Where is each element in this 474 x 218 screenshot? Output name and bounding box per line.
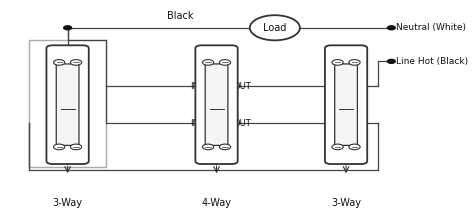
Text: Load: Load xyxy=(263,23,286,33)
Circle shape xyxy=(388,59,395,63)
Circle shape xyxy=(64,26,72,30)
Circle shape xyxy=(332,144,343,150)
Circle shape xyxy=(332,60,343,65)
Circle shape xyxy=(219,60,231,65)
FancyBboxPatch shape xyxy=(335,64,357,145)
FancyBboxPatch shape xyxy=(56,64,79,145)
Text: IN: IN xyxy=(191,119,199,128)
Circle shape xyxy=(219,144,231,150)
FancyBboxPatch shape xyxy=(46,45,89,164)
Text: 3-Way: 3-Way xyxy=(53,198,82,208)
Text: 4-Way: 4-Way xyxy=(201,198,232,208)
Text: 3-Way: 3-Way xyxy=(331,198,361,208)
Text: Neutral (White): Neutral (White) xyxy=(396,23,466,32)
Circle shape xyxy=(54,144,65,150)
Circle shape xyxy=(202,144,214,150)
FancyBboxPatch shape xyxy=(205,64,228,145)
Text: IN: IN xyxy=(191,82,199,91)
Circle shape xyxy=(71,60,82,65)
Circle shape xyxy=(349,60,360,65)
Circle shape xyxy=(71,144,82,150)
FancyBboxPatch shape xyxy=(195,45,237,164)
Circle shape xyxy=(202,60,214,65)
Text: OUT: OUT xyxy=(234,82,252,91)
Text: Black: Black xyxy=(166,11,193,21)
Circle shape xyxy=(349,144,360,150)
Text: OUT: OUT xyxy=(234,119,252,128)
Circle shape xyxy=(250,15,300,40)
Circle shape xyxy=(54,60,65,65)
FancyBboxPatch shape xyxy=(325,45,367,164)
Text: Line Hot (Black): Line Hot (Black) xyxy=(396,57,468,66)
Circle shape xyxy=(388,26,395,30)
